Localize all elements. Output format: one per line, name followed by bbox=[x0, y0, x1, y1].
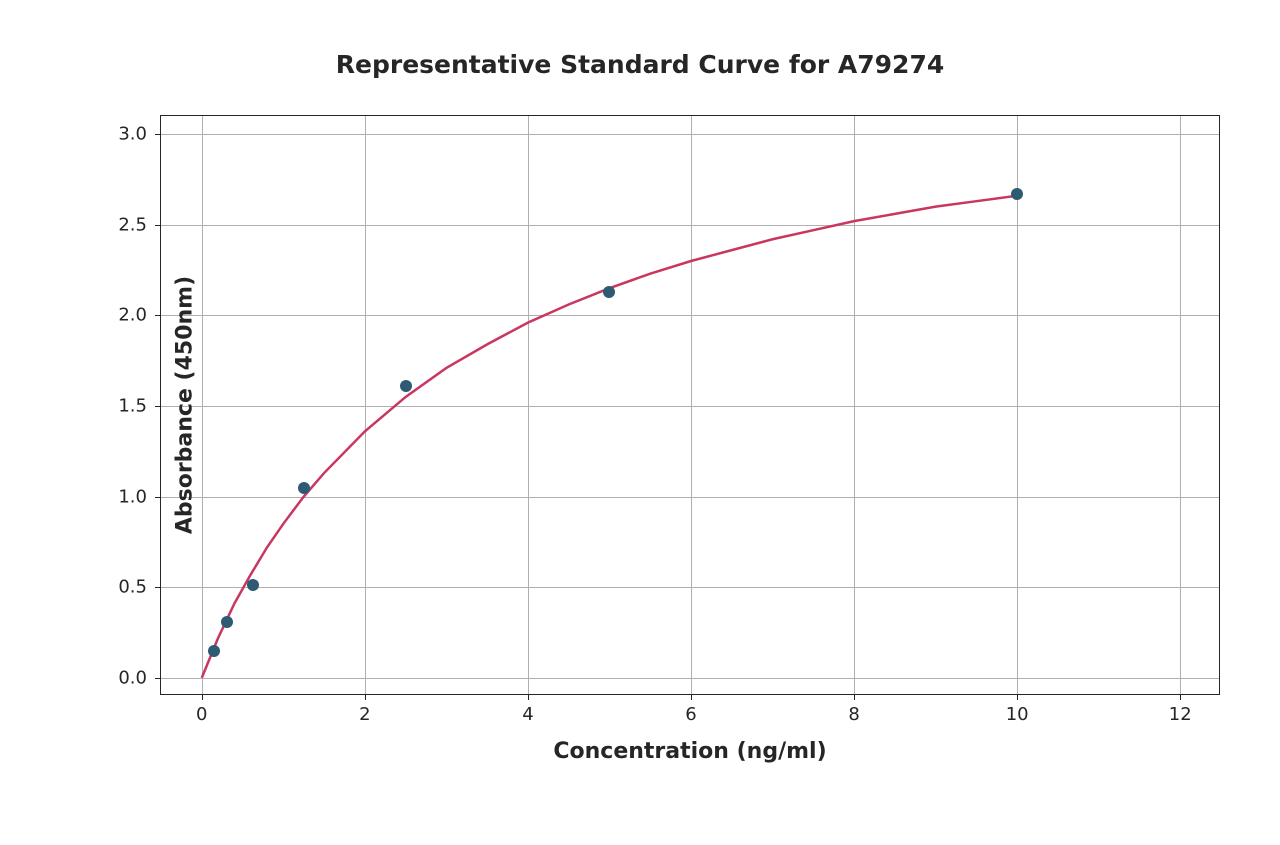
x-tick-label: 12 bbox=[1169, 704, 1192, 725]
data-point bbox=[400, 380, 412, 392]
x-tick-label: 6 bbox=[685, 704, 696, 725]
data-point bbox=[208, 645, 220, 657]
x-tick bbox=[1180, 694, 1181, 700]
y-tick-label: 0.5 bbox=[118, 577, 147, 598]
y-tick-label: 2.0 bbox=[118, 305, 147, 326]
x-tick-label: 0 bbox=[196, 704, 207, 725]
data-point bbox=[247, 579, 259, 591]
data-point bbox=[1011, 188, 1023, 200]
y-tick-label: 3.0 bbox=[118, 124, 147, 145]
plot-area: 024681012 0.00.51.01.52.02.53.0 Concentr… bbox=[160, 115, 1220, 695]
data-point bbox=[603, 286, 615, 298]
data-point bbox=[221, 616, 233, 628]
fitted-curve bbox=[161, 116, 1219, 694]
y-tick-label: 1.0 bbox=[118, 486, 147, 507]
x-tick-label: 4 bbox=[522, 704, 533, 725]
x-tick bbox=[691, 694, 692, 700]
y-tick-label: 2.5 bbox=[118, 214, 147, 235]
y-axis-label: Absorbance (450nm) bbox=[173, 276, 198, 534]
data-point bbox=[298, 482, 310, 494]
x-tick bbox=[365, 694, 366, 700]
x-tick-label: 2 bbox=[359, 704, 370, 725]
y-tick-label: 1.5 bbox=[118, 396, 147, 417]
x-tick bbox=[202, 694, 203, 700]
x-tick bbox=[1017, 694, 1018, 700]
x-tick-label: 8 bbox=[848, 704, 859, 725]
x-tick bbox=[854, 694, 855, 700]
chart-container: Representative Standard Curve for A79274… bbox=[0, 0, 1280, 845]
x-tick-label: 10 bbox=[1006, 704, 1029, 725]
y-tick-label: 0.0 bbox=[118, 667, 147, 688]
x-tick bbox=[528, 694, 529, 700]
x-axis-label: Concentration (ng/ml) bbox=[553, 739, 826, 764]
chart-title: Representative Standard Curve for A79274 bbox=[336, 50, 944, 79]
